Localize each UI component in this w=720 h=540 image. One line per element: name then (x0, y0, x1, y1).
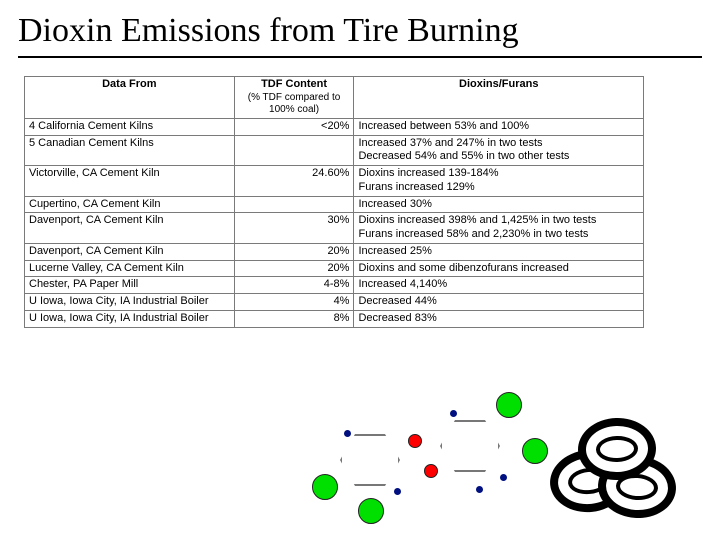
table-row: Lucerne Valley, CA Cement Kiln20%Dioxins… (25, 260, 644, 277)
table-row: 5 Canadian Cement Kilns Increased 37% and… (25, 135, 644, 166)
cell-tdf: 24.60% (234, 166, 354, 197)
cell-data-from: Victorville, CA Cement Kiln (25, 166, 235, 197)
cell-data-from: 4 California Cement Kilns (25, 118, 235, 135)
cell-tdf: 4-8% (234, 277, 354, 294)
cell-data-from: Cupertino, CA Cement Kiln (25, 196, 235, 213)
table-row: Cupertino, CA Cement Kiln Increased 30% (25, 196, 644, 213)
table-row: U Iowa, Iowa City, IA Industrial Boiler8… (25, 310, 644, 327)
cell-dioxins: Dioxins increased 398% and 1,425% in two… (354, 213, 644, 244)
cell-tdf: 8% (234, 310, 354, 327)
cell-tdf: 20% (234, 243, 354, 260)
cell-dioxins: Decreased 44% (354, 294, 644, 311)
emissions-table: Data From TDF Content (% TDF compared to… (24, 76, 644, 328)
cell-data-from: Chester, PA Paper Mill (25, 277, 235, 294)
table-row: Victorville, CA Cement Kiln24.60%Dioxins… (25, 166, 644, 197)
table-row: Davenport, CA Cement Kiln30%Dioxins incr… (25, 213, 644, 244)
illustration-area (0, 370, 720, 530)
cell-tdf: <20% (234, 118, 354, 135)
page-title: Dioxin Emissions from Tire Burning (0, 0, 720, 54)
cell-dioxins: Dioxins and some dibenzofurans increased (354, 260, 644, 277)
table-row: 4 California Cement Kilns<20%Increased b… (25, 118, 644, 135)
cell-tdf (234, 135, 354, 166)
title-rule (18, 56, 702, 58)
cell-dioxins: Increased 37% and 247% in two testsDecre… (354, 135, 644, 166)
cell-data-from: Davenport, CA Cement Kiln (25, 213, 235, 244)
table-row: U Iowa, Iowa City, IA Industrial Boiler4… (25, 294, 644, 311)
cell-dioxins: Decreased 83% (354, 310, 644, 327)
header-tdf: TDF Content (% TDF compared to 100% coal… (234, 77, 354, 119)
table-row: Chester, PA Paper Mill4-8%Increased 4,14… (25, 277, 644, 294)
header-tdf-sub: (% TDF compared to 100% coal) (239, 92, 350, 117)
cell-dioxins: Increased 30% (354, 196, 644, 213)
cell-data-from: U Iowa, Iowa City, IA Industrial Boiler (25, 310, 235, 327)
cell-data-from: U Iowa, Iowa City, IA Industrial Boiler (25, 294, 235, 311)
header-data-from: Data From (25, 77, 235, 119)
cell-data-from: Lucerne Valley, CA Cement Kiln (25, 260, 235, 277)
table-body: 4 California Cement Kilns<20%Increased b… (25, 118, 644, 327)
header-tdf-main: TDF Content (261, 78, 327, 90)
cell-dioxins: Dioxins increased 139-184%Furans increas… (354, 166, 644, 197)
cell-tdf: 4% (234, 294, 354, 311)
table-header-row: Data From TDF Content (% TDF compared to… (25, 77, 644, 119)
cell-tdf: 30% (234, 213, 354, 244)
table-row: Davenport, CA Cement Kiln20%Increased 25… (25, 243, 644, 260)
header-dioxins: Dioxins/Furans (354, 77, 644, 119)
dioxin-molecule-icon (300, 390, 560, 530)
cell-dioxins: Increased 4,140% (354, 277, 644, 294)
tires-icon (550, 412, 700, 522)
cell-dioxins: Increased between 53% and 100% (354, 118, 644, 135)
cell-data-from: 5 Canadian Cement Kilns (25, 135, 235, 166)
cell-data-from: Davenport, CA Cement Kiln (25, 243, 235, 260)
cell-tdf: 20% (234, 260, 354, 277)
cell-tdf (234, 196, 354, 213)
cell-dioxins: Increased 25% (354, 243, 644, 260)
